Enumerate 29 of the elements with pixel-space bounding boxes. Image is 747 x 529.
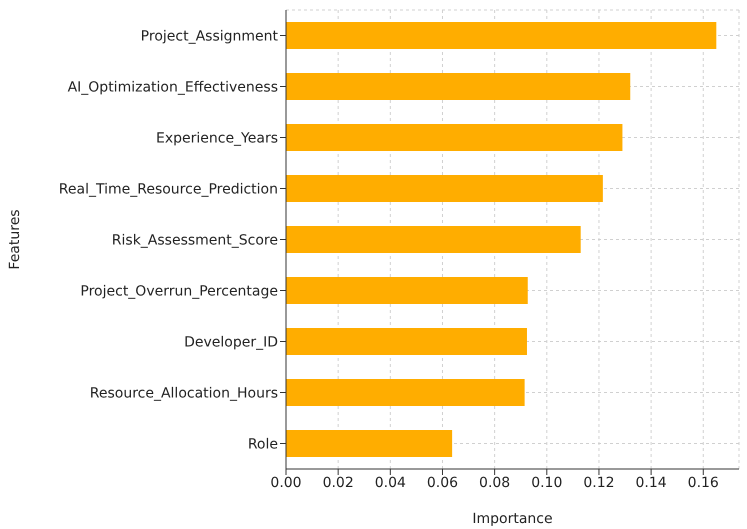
y-tick-label: Project_Overrun_Percentage [80, 283, 278, 300]
y-tick-label: Project_Assignment [140, 28, 279, 44]
y-tick-label: Resource_Allocation_Hours [90, 385, 278, 402]
bar [286, 73, 630, 100]
x-tick-label: 0.12 [583, 474, 615, 491]
bar [286, 175, 603, 202]
bar [286, 22, 716, 49]
y-tick-label: Developer_ID [184, 334, 278, 350]
bar [286, 226, 581, 253]
x-tick-label: 0.06 [426, 474, 458, 491]
y-tick-label: Real_Time_Resource_Prediction [58, 181, 278, 198]
bar [286, 277, 528, 304]
x-tick-label: 0.00 [270, 474, 302, 491]
x-tick-label: 0.10 [531, 474, 562, 491]
x-tick-label: 0.02 [322, 474, 354, 491]
x-tick-label: 0.08 [479, 474, 510, 491]
bar [286, 328, 527, 355]
bar [286, 379, 525, 406]
bar [286, 124, 622, 151]
y-tick-label: AI_Optimization_Effectiveness [68, 79, 278, 96]
x-tick-label: 0.16 [688, 474, 719, 491]
x-tick-label: 0.14 [636, 474, 667, 491]
y-axis-title: Features [6, 209, 23, 270]
bar [286, 430, 452, 457]
y-tick-label: Risk_Assessment_Score [112, 232, 278, 248]
x-tick-label: 0.04 [374, 474, 406, 491]
x-axis-title: Importance [472, 511, 553, 527]
y-tick-label: Role [248, 436, 278, 452]
y-tick-label: Experience_Years [156, 130, 278, 146]
